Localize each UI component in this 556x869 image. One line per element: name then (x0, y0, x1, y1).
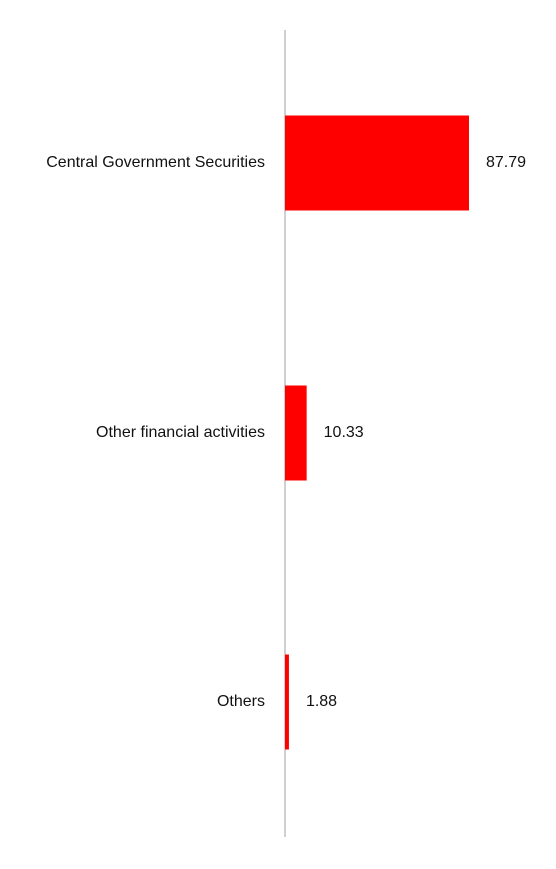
value-label-2: 1.88 (306, 693, 337, 710)
category-label-0: Central Government Securities (46, 154, 265, 171)
bar-1 (285, 385, 307, 481)
category-labels-group: Central Government Securities Other finan… (46, 154, 265, 710)
value-labels-group: 87.79 10.33 1.88 (306, 154, 526, 710)
bar-0 (285, 115, 469, 211)
bars-group (285, 115, 469, 750)
value-label-1: 10.33 (324, 424, 364, 441)
value-label-0: 87.79 (486, 154, 526, 171)
category-label-1: Other financial activities (96, 424, 265, 441)
category-label-2: Others (217, 693, 265, 710)
bar-2 (285, 654, 289, 750)
